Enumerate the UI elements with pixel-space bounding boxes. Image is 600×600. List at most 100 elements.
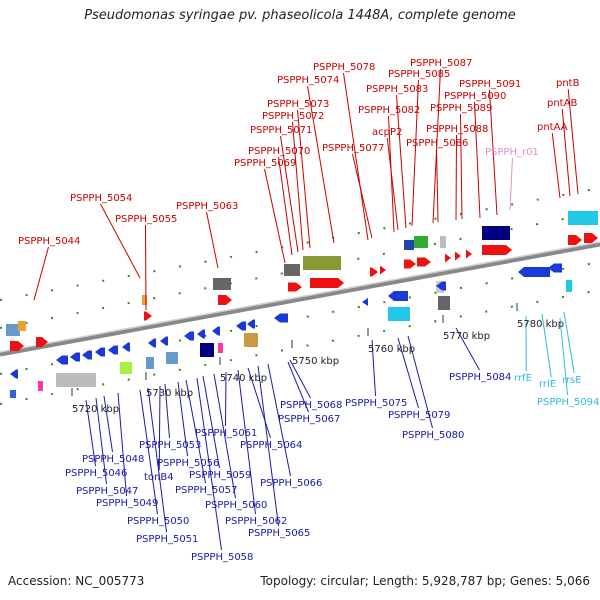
- gene-box[interactable]: [218, 343, 223, 353]
- reverse-gene-arrow[interactable]: [56, 355, 68, 365]
- bottom-gene-label[interactable]: PSPPH_5061: [195, 428, 257, 439]
- gene-box[interactable]: [284, 264, 300, 276]
- top-gene-label[interactable]: pntB: [556, 78, 580, 89]
- bottom-gene-label[interactable]: PSPPH_5064: [240, 440, 302, 451]
- reverse-gene-arrow[interactable]: [247, 319, 255, 329]
- bottom-gene-label[interactable]: PSPPH_5050: [127, 516, 189, 527]
- forward-gene-arrow[interactable]: [466, 249, 472, 259]
- reverse-gene-arrow[interactable]: [212, 326, 220, 336]
- forward-gene-arrow[interactable]: [584, 233, 598, 243]
- bottom-gene-label[interactable]: PSPPH_5084: [449, 372, 511, 383]
- forward-gene-arrow[interactable]: [404, 259, 416, 269]
- gene-box[interactable]: [200, 343, 214, 357]
- gene-box[interactable]: [438, 296, 450, 310]
- top-gene-label[interactable]: PSPPH_5072: [262, 111, 324, 122]
- top-gene-label[interactable]: PSPPH_5087: [410, 58, 472, 69]
- top-gene-label[interactable]: PSPPH_5070: [248, 146, 310, 157]
- top-gene-label[interactable]: PSPPH_5091: [459, 79, 521, 90]
- bottom-gene-label[interactable]: rrfE: [514, 373, 532, 384]
- reverse-gene-arrow[interactable]: [10, 369, 18, 379]
- gene-box[interactable]: [142, 295, 147, 305]
- gene-box[interactable]: [10, 390, 16, 398]
- gene-box[interactable]: [6, 324, 20, 336]
- bottom-gene-label[interactable]: PSPPH_5053: [139, 440, 201, 451]
- bottom-gene-label[interactable]: PSPPH_5094: [537, 397, 599, 408]
- forward-gene-arrow[interactable]: [288, 282, 302, 292]
- top-gene-label[interactable]: PSPPH_r01: [485, 147, 539, 158]
- gene-box[interactable]: [568, 211, 598, 225]
- gene-box[interactable]: [120, 362, 132, 374]
- gene-box[interactable]: [166, 352, 178, 364]
- reverse-gene-arrow[interactable]: [184, 331, 194, 341]
- gene-box[interactable]: [303, 256, 341, 270]
- bottom-gene-label[interactable]: tonB4: [144, 472, 174, 483]
- reverse-gene-arrow[interactable]: [362, 298, 368, 306]
- forward-gene-arrow[interactable]: [568, 235, 582, 245]
- bottom-gene-label[interactable]: rrsE: [562, 375, 582, 386]
- reverse-gene-arrow[interactable]: [197, 329, 205, 339]
- bottom-gene-label[interactable]: PSPPH_5046: [65, 468, 127, 479]
- top-gene-label[interactable]: PSPPH_5077: [322, 143, 384, 154]
- forward-gene-arrow[interactable]: [218, 295, 232, 305]
- gene-box[interactable]: [244, 333, 258, 347]
- forward-gene-arrow[interactable]: [10, 341, 24, 351]
- forward-gene-arrow[interactable]: [144, 311, 152, 321]
- bottom-gene-label[interactable]: PSPPH_5068: [280, 400, 342, 411]
- bottom-gene-label[interactable]: PSPPH_5049: [96, 498, 158, 509]
- gene-box[interactable]: [56, 373, 96, 387]
- bottom-gene-label[interactable]: PSPPH_5047: [76, 486, 138, 497]
- top-gene-label[interactable]: PSPPH_5063: [176, 201, 238, 212]
- top-gene-label[interactable]: acpP2: [372, 127, 402, 138]
- bottom-gene-label[interactable]: PSPPH_5080: [402, 430, 464, 441]
- forward-gene-arrow[interactable]: [445, 253, 451, 263]
- top-gene-label[interactable]: PSPPH_5054: [70, 193, 132, 204]
- reverse-gene-arrow[interactable]: [95, 347, 105, 357]
- bottom-gene-label[interactable]: PSPPH_5065: [248, 528, 310, 539]
- gene-box[interactable]: [440, 236, 446, 248]
- top-gene-label[interactable]: PSPPH_5078: [313, 62, 375, 73]
- gene-box[interactable]: [388, 307, 410, 321]
- bottom-gene-label[interactable]: PSPPH_5056: [157, 458, 219, 469]
- top-gene-label[interactable]: PSPPH_5074: [277, 75, 339, 86]
- bottom-gene-label[interactable]: PSPPH_5062: [225, 516, 287, 527]
- top-gene-label[interactable]: pntAB: [547, 98, 577, 109]
- bottom-gene-label[interactable]: PSPPH_5067: [278, 414, 340, 425]
- reverse-gene-arrow[interactable]: [436, 281, 446, 291]
- forward-gene-arrow[interactable]: [380, 265, 386, 275]
- top-gene-label[interactable]: PSPPH_5071: [250, 125, 312, 136]
- bottom-gene-label[interactable]: PSPPH_5059: [189, 470, 251, 481]
- forward-gene-arrow[interactable]: [455, 251, 461, 261]
- bottom-gene-label[interactable]: PSPPH_5060: [205, 500, 267, 511]
- top-gene-label[interactable]: PSPPH_5090: [444, 91, 506, 102]
- reverse-gene-arrow[interactable]: [108, 345, 118, 355]
- top-gene-label[interactable]: PSPPH_5073: [267, 99, 329, 110]
- top-gene-label[interactable]: PSPPH_5089: [430, 103, 492, 114]
- bottom-gene-label[interactable]: PSPPH_5048: [82, 454, 144, 465]
- forward-gene-arrow[interactable]: [36, 337, 48, 347]
- reverse-gene-arrow[interactable]: [160, 336, 168, 346]
- bottom-gene-label[interactable]: PSPPH_5058: [191, 552, 253, 563]
- gene-box[interactable]: [566, 280, 572, 292]
- top-gene-label[interactable]: PSPPH_5044: [18, 236, 80, 247]
- top-gene-label[interactable]: pntAA: [537, 122, 568, 133]
- reverse-gene-arrow[interactable]: [148, 338, 156, 348]
- top-gene-label[interactable]: PSPPH_5069: [234, 158, 296, 169]
- forward-gene-arrow[interactable]: [370, 267, 378, 277]
- gene-box[interactable]: [38, 381, 43, 391]
- reverse-gene-arrow[interactable]: [518, 267, 550, 277]
- gene-box[interactable]: [213, 278, 231, 290]
- bottom-gene-label[interactable]: PSPPH_5079: [388, 410, 450, 421]
- reverse-gene-arrow[interactable]: [82, 350, 92, 360]
- forward-gene-arrow[interactable]: [310, 278, 344, 288]
- gene-box[interactable]: [404, 240, 414, 250]
- top-gene-label[interactable]: PSPPH_5083: [366, 84, 428, 95]
- top-gene-label[interactable]: PSPPH_5086: [406, 138, 468, 149]
- reverse-gene-arrow[interactable]: [236, 321, 246, 331]
- bottom-gene-label[interactable]: rrlE: [539, 379, 556, 390]
- reverse-gene-arrow[interactable]: [548, 263, 562, 273]
- top-gene-label[interactable]: PSPPH_5088: [426, 124, 488, 135]
- reverse-gene-arrow[interactable]: [122, 342, 130, 352]
- bottom-gene-label[interactable]: PSPPH_5066: [260, 478, 322, 489]
- top-gene-label[interactable]: PSPPH_5055: [115, 214, 177, 225]
- gene-box[interactable]: [482, 226, 510, 240]
